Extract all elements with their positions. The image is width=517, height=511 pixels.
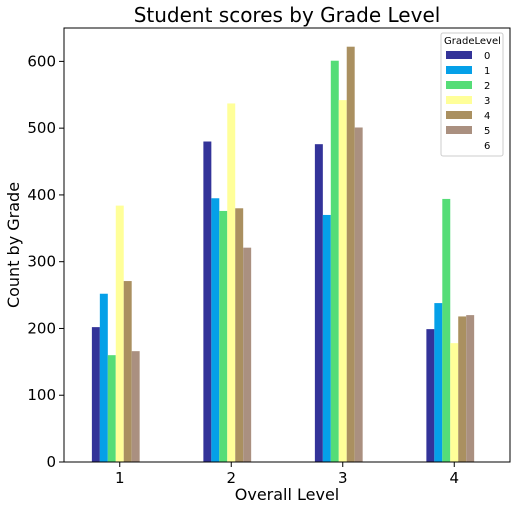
- bar-cat-2-series-3: [227, 103, 236, 462]
- legend-swatch-2: [446, 81, 472, 89]
- bar-cat-1-series-5: [131, 351, 140, 462]
- y-axis-label: Count by Grade: [4, 182, 23, 308]
- legend-swatch-0: [446, 51, 472, 59]
- legend: GradeLevel 0 1 2 3 4 5 6: [440, 32, 504, 157]
- bar-cat-3-series-4: [346, 46, 355, 462]
- y-tick-label: 600: [27, 52, 56, 70]
- y-tick-label: 500: [27, 119, 56, 137]
- legend-items: 0 1 2 3 4 5 6: [446, 51, 490, 152]
- bars-group: [91, 46, 475, 463]
- bar-cat-1-series-4: [123, 281, 132, 462]
- bar-cat-1-series-1: [99, 293, 108, 462]
- x-axis: 1 2 3 4: [115, 462, 459, 487]
- legend-label-5: 5: [484, 126, 490, 137]
- legend-swatch-3: [446, 96, 472, 104]
- legend-label-4: 4: [484, 111, 490, 122]
- bar-cat-4-series-4: [458, 316, 467, 462]
- bar-cat-4-series-0: [426, 329, 435, 462]
- legend-swatch-6: [446, 141, 472, 149]
- y-tick-label: 400: [27, 186, 56, 204]
- x-tick-label: 1: [115, 469, 125, 487]
- legend-swatch-1: [446, 66, 472, 74]
- x-tick-label: 4: [449, 469, 459, 487]
- bar-cat-4-series-1: [434, 303, 443, 462]
- legend-swatch-4: [446, 111, 472, 119]
- legend-title: GradeLevel: [444, 36, 501, 47]
- bar-cat-1-series-0: [91, 327, 100, 462]
- bar-cat-2-series-4: [235, 208, 244, 462]
- legend-label-2: 2: [484, 81, 490, 92]
- plot-frame: [63, 27, 511, 463]
- y-tick-label: 0: [46, 453, 56, 471]
- y-tick-label: 100: [27, 386, 56, 404]
- legend-label-0: 0: [484, 51, 490, 62]
- x-axis-label: Overall Level: [235, 485, 340, 504]
- bar-cat-2-series-0: [203, 141, 212, 462]
- y-axis: 0 100 200 300 400 500 600: [27, 52, 64, 471]
- bar-cat-2-series-1: [211, 198, 220, 462]
- bar-cat-1-series-3: [115, 205, 124, 463]
- bar-cat-3-series-1: [322, 214, 331, 462]
- legend-label-1: 1: [484, 66, 490, 77]
- legend-label-3: 3: [484, 96, 490, 107]
- bar-cat-4-series-5: [466, 315, 475, 462]
- bar-cat-3-series-0: [314, 144, 323, 462]
- y-tick-label: 300: [27, 253, 56, 271]
- bar-cat-4-series-3: [450, 343, 459, 462]
- bar-cat-1-series-2: [107, 355, 116, 462]
- bar-cat-4-series-2: [442, 198, 451, 462]
- bar-cat-2-series-2: [219, 210, 228, 462]
- chart-title: Student scores by Grade Level: [134, 3, 441, 27]
- x-tick-label: 2: [226, 469, 236, 487]
- bar-cat-2-series-5: [243, 247, 252, 462]
- y-tick-label: 200: [27, 319, 56, 337]
- legend-box: [440, 32, 504, 157]
- x-tick-label: 3: [338, 469, 348, 487]
- legend-label-6: 6: [484, 141, 490, 152]
- legend-swatch-5: [446, 126, 472, 134]
- bar-cat-3-series-2: [330, 60, 339, 462]
- bar-cat-3-series-5: [354, 127, 363, 463]
- bar-cat-3-series-3: [338, 100, 347, 463]
